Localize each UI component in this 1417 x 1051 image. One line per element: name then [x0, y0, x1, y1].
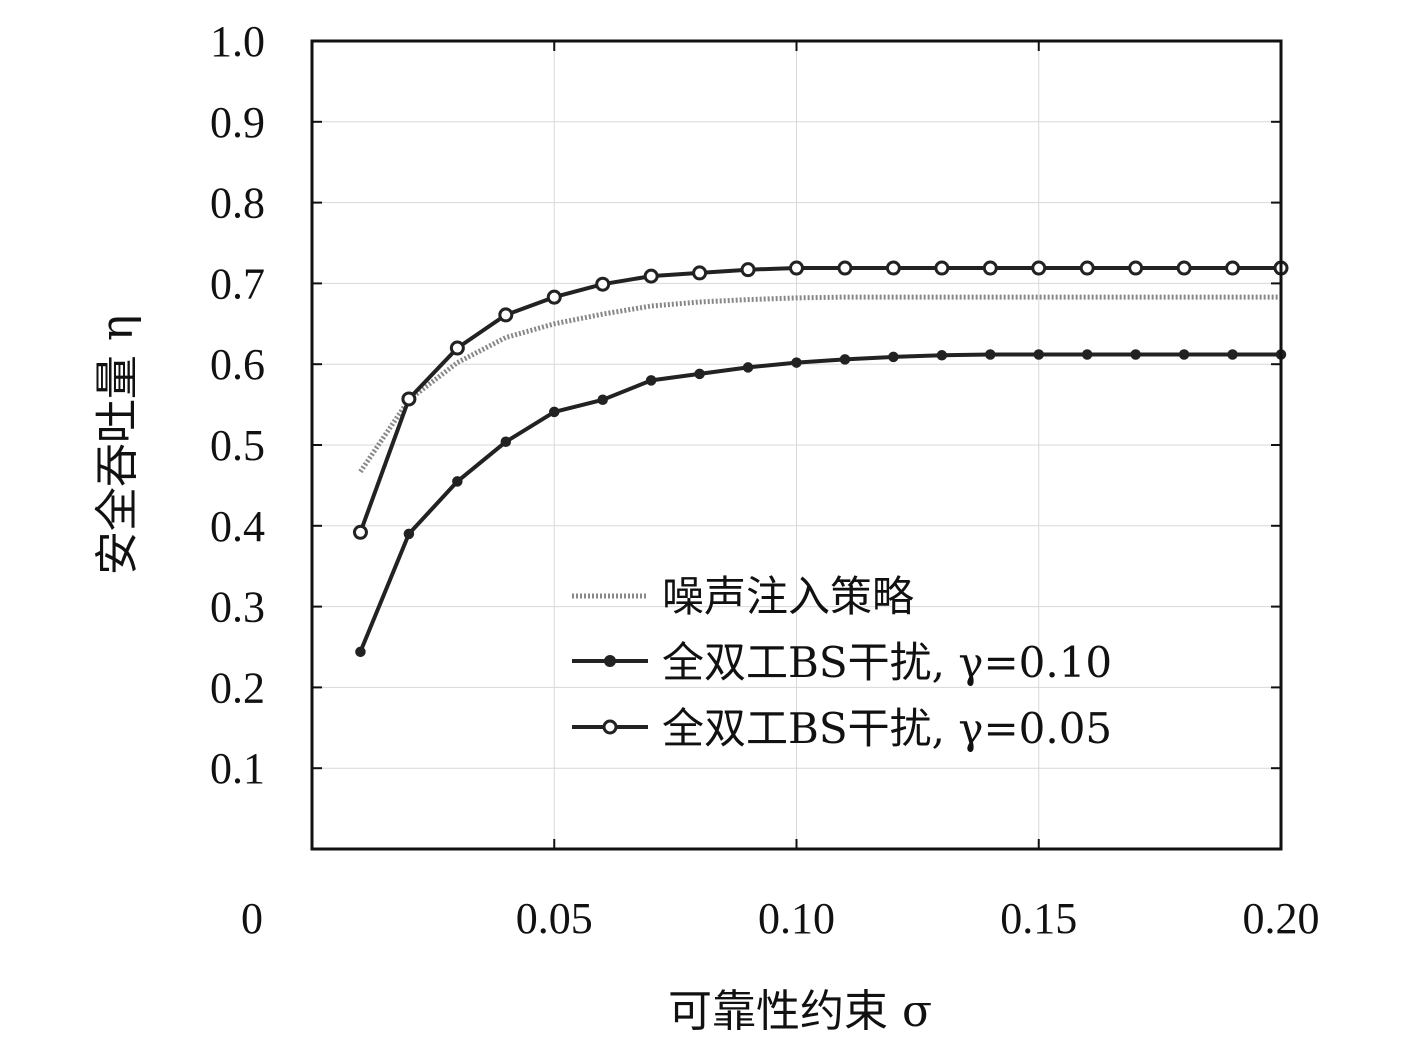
legend-label-gamma-005: 全双工BS干扰, γ=0.05	[662, 704, 1112, 753]
data-point	[643, 268, 659, 284]
data-point	[1031, 260, 1047, 276]
series-line	[358, 294, 1281, 474]
data-point	[839, 354, 851, 365]
y-tick-label: 0.5	[210, 421, 265, 470]
series-line	[358, 352, 1281, 653]
x-tick-label: 0.05	[516, 894, 593, 943]
data-point	[498, 307, 514, 323]
data-point	[742, 362, 754, 373]
data-point	[789, 260, 804, 276]
legend-label-gamma-010: 全双工BS干扰, γ=0.10	[662, 638, 1112, 687]
data-point	[1033, 349, 1044, 360]
series-layer	[352, 260, 1289, 658]
legend-item-gamma-010: 全双工BS干扰, γ=0.10	[572, 638, 1112, 687]
y-tick-label: 0.9	[210, 98, 265, 147]
data-point	[1130, 349, 1141, 360]
data-point	[934, 260, 950, 276]
data-point	[352, 524, 368, 540]
x-tick-label: 0.20	[1243, 894, 1320, 943]
data-point	[449, 340, 465, 356]
tick-layer: 0.1 0.2 0.3 0.4 0.5 0.6 0.7 0.8 0.9 1.0 0 0.05 0.10 0…	[210, 17, 1320, 943]
legend-marker-gamma-010	[604, 655, 616, 667]
y-tick-label: 0.6	[210, 340, 265, 389]
series-line	[358, 266, 1281, 533]
data-point	[985, 349, 996, 360]
legend: 噪声注入策略 全双工BS干扰, γ=0.10 全双工BS干扰, γ=0.05	[572, 572, 1112, 753]
data-point	[936, 350, 948, 361]
data-point	[401, 391, 417, 407]
data-point	[597, 394, 608, 406]
data-point	[546, 289, 562, 305]
legend-item-gamma-005: 全双工BS干扰, γ=0.05	[572, 704, 1112, 753]
legend-item-noise: 噪声注入策略	[572, 572, 914, 621]
legend-marker-gamma-005	[602, 719, 618, 735]
data-point	[791, 357, 802, 368]
data-point	[549, 406, 560, 418]
data-point	[645, 375, 657, 386]
y-tick-label: 0.1	[210, 744, 265, 793]
data-point	[1225, 260, 1241, 276]
data-point	[1176, 260, 1192, 276]
data-point	[885, 260, 901, 276]
x-tick-label: 0.15	[1000, 894, 1077, 943]
y-tick-label: 1.0	[210, 17, 265, 66]
data-point	[1128, 260, 1144, 276]
data-point	[1081, 349, 1093, 360]
y-tick-label: 0.3	[210, 583, 265, 632]
data-point	[837, 260, 853, 276]
data-point	[1079, 260, 1095, 276]
y-axis-title: 安全吞吐量 η	[92, 315, 143, 575]
legend-label-noise: 噪声注入策略	[662, 572, 914, 621]
data-point	[888, 351, 899, 363]
data-point	[355, 646, 366, 658]
data-point	[982, 260, 998, 276]
data-point	[1227, 349, 1238, 360]
y-tick-label: 0.2	[210, 663, 265, 712]
y-tick-label: 0.8	[210, 179, 265, 228]
x-tick-label: 0	[241, 894, 263, 943]
x-tick-label: 0.10	[758, 894, 835, 943]
y-tick-label: 0.4	[210, 502, 265, 551]
x-axis-title: 可靠性约束 σ	[668, 986, 932, 1037]
data-point	[500, 436, 512, 448]
data-point	[403, 528, 415, 540]
data-point	[452, 476, 463, 487]
data-point	[1178, 349, 1190, 360]
y-tick-label: 0.7	[210, 259, 265, 308]
series-0	[358, 294, 1281, 474]
data-point	[595, 276, 611, 292]
data-point	[740, 262, 756, 278]
data-point	[694, 368, 705, 380]
series-1	[355, 349, 1287, 658]
series-2	[352, 260, 1289, 540]
data-point	[692, 265, 708, 281]
